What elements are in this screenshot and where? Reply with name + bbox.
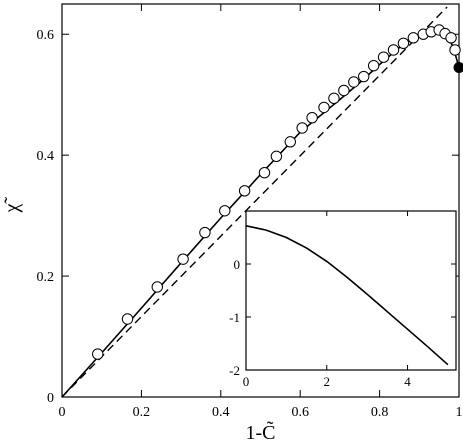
main-y-axis-label: χ̃ bbox=[1, 197, 23, 214]
main-x-tick-label: 0.6 bbox=[291, 405, 309, 420]
main-x-axis-label: 1-C̃ bbox=[246, 420, 276, 444]
main-x-tick-label: 0.4 bbox=[212, 405, 230, 420]
inset-plot: 0 2 4 -2 -1 0 bbox=[229, 210, 457, 389]
main-data-point bbox=[445, 32, 457, 44]
inset-y-tick-label: -1 bbox=[229, 310, 240, 325]
main-data-point bbox=[397, 37, 410, 49]
main-data-point bbox=[449, 44, 461, 56]
main-data-point bbox=[358, 70, 370, 83]
main-x-tick-label: 0 bbox=[59, 405, 66, 420]
main-data-point bbox=[238, 185, 251, 197]
main-x-tick-label: 1 bbox=[456, 405, 463, 420]
main-data-point bbox=[258, 166, 271, 179]
main-x-tick-label: 0.2 bbox=[133, 405, 151, 420]
main-data-point bbox=[328, 92, 340, 105]
main-data-point bbox=[92, 348, 104, 360]
main-plot-frame bbox=[61, 3, 460, 398]
inset-series-group bbox=[245, 225, 449, 366]
main-data-point bbox=[199, 226, 211, 239]
main-data-point bbox=[296, 122, 308, 134]
main-y-tick-label: 0.4 bbox=[37, 149, 55, 164]
inset-x-tick-label: 2 bbox=[324, 374, 331, 389]
main-y-tick-label: 0.6 bbox=[37, 28, 55, 43]
main-y-tick-label: 0 bbox=[47, 391, 54, 406]
inset-x-tick-label: 0 bbox=[243, 374, 250, 389]
inset-y-tick-label: 0 bbox=[234, 257, 241, 272]
main-plot: 0 0.2 0.4 0.6 0.8 1 0 0.2 0.4 0.6 1-C̃ χ̃ bbox=[1, 3, 463, 444]
main-axis-ticks: 0 0.2 0.4 0.6 0.8 1 0 0.2 0.4 0.6 bbox=[37, 4, 463, 420]
main-data-point bbox=[177, 253, 189, 265]
main-data-point bbox=[121, 313, 134, 325]
main-data-point bbox=[306, 111, 318, 124]
main-data-point bbox=[407, 32, 420, 44]
main-series-group bbox=[61, 6, 463, 398]
main-data-point bbox=[348, 76, 360, 88]
inset-x-tick-label: 4 bbox=[404, 374, 411, 389]
inset-plot-frame bbox=[245, 210, 457, 371]
main-data-point bbox=[318, 101, 330, 114]
main-y-tick-label: 0.2 bbox=[37, 270, 55, 285]
main-data-point bbox=[338, 84, 350, 97]
inset-solid-line bbox=[245, 225, 449, 366]
main-x-tick-label: 0.8 bbox=[371, 405, 389, 420]
main-data-point bbox=[270, 150, 283, 163]
main-data-point bbox=[151, 281, 163, 293]
main-data-point bbox=[377, 51, 390, 63]
main-data-point bbox=[367, 59, 380, 72]
main-dashed-line bbox=[61, 6, 448, 398]
inset-background bbox=[246, 211, 456, 370]
main-data-point bbox=[219, 205, 231, 217]
main-data-point bbox=[284, 136, 296, 148]
inset-y-tick-label: -2 bbox=[229, 363, 240, 378]
inset-axis-ticks: 0 2 4 -2 -1 0 bbox=[229, 211, 456, 389]
main-filled-point bbox=[453, 61, 463, 73]
main-data-point bbox=[387, 44, 400, 56]
